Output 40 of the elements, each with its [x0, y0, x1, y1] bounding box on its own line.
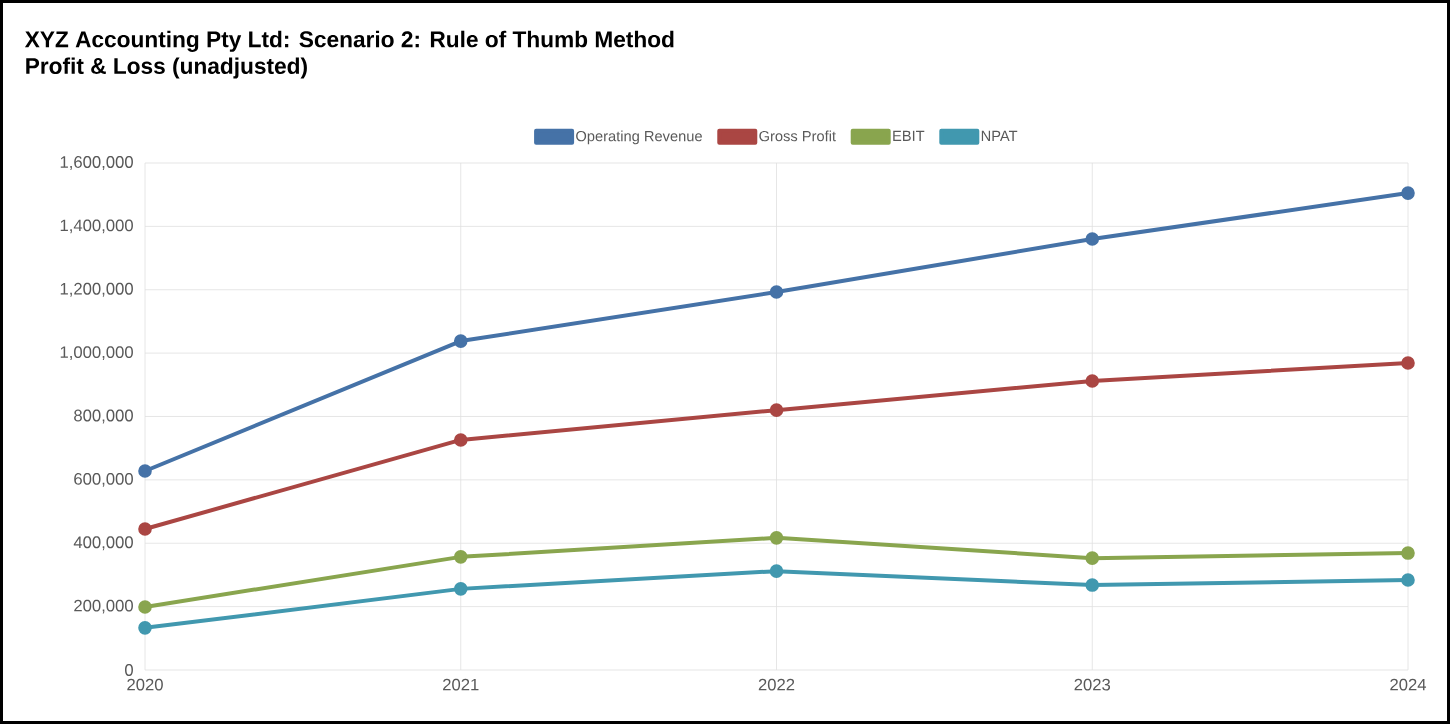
point	[138, 621, 152, 635]
x-tick-label: 2021	[443, 678, 479, 691]
legend-label: Gross Profit	[759, 130, 836, 142]
x-tick-label: 2020	[127, 678, 163, 691]
point	[1401, 573, 1415, 587]
x-tick-label: 2023	[1074, 678, 1111, 691]
point	[1085, 551, 1100, 565]
point	[1401, 356, 1415, 370]
y-tick-label: 1,600,000	[60, 156, 133, 170]
y-tick-label: 1,200,000	[60, 282, 133, 297]
point	[453, 334, 468, 348]
y-tick-label: 400,000	[73, 536, 133, 551]
chart-title: XYZ Accounting Pty Ltd: Scenario 2: Rule of Thumb Method	[24, 30, 674, 52]
point	[1401, 186, 1415, 200]
point	[769, 531, 784, 545]
point	[453, 433, 468, 447]
legend-label: NPAT	[981, 130, 1018, 141]
point	[769, 564, 784, 578]
point	[1085, 232, 1100, 246]
point	[1401, 546, 1415, 560]
y-tick-label: 200,000	[74, 599, 133, 614]
point	[1085, 374, 1100, 388]
y-tick-label: 0	[125, 664, 133, 676]
y-tick-label: 1,400,000	[60, 219, 133, 234]
x-tick-label: 2022	[758, 678, 795, 691]
point	[1085, 578, 1100, 592]
point	[138, 522, 152, 536]
y-tick-label: 600,000	[74, 473, 133, 487]
x-tick-label: 2024	[1390, 678, 1427, 691]
y-tick-label: 800,000	[74, 409, 133, 424]
point	[769, 403, 784, 417]
point	[453, 582, 468, 596]
point	[138, 464, 152, 478]
chart-subtitle: Profit & Loss (unadjusted)	[26, 57, 307, 79]
y-tick-label: 1,000,000	[60, 346, 133, 361]
point	[453, 550, 468, 564]
point	[769, 285, 784, 299]
legend-label: EBIT	[893, 130, 925, 141]
legend-label: Operating Revenue	[576, 130, 702, 145]
point	[138, 600, 152, 614]
